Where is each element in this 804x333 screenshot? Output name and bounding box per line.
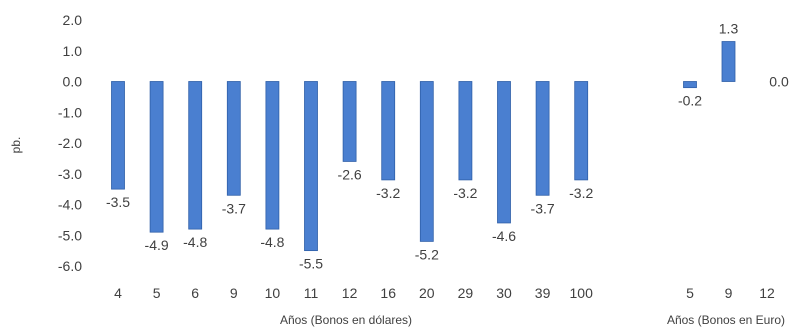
- bar: [342, 81, 357, 162]
- data-label: -3.2: [453, 185, 477, 201]
- y-tick-label: 0.0: [63, 74, 83, 90]
- bar: [149, 81, 164, 233]
- data-label: -4.6: [492, 228, 516, 244]
- bar: [304, 81, 318, 252]
- y-axis: 2.0 1.0 0.0 -1.0 -2.0 -3.0 -4.0 -5.0 -6.0: [58, 12, 82, 274]
- x-tick-label: 12: [342, 285, 358, 301]
- x-tick-label: 10: [265, 285, 281, 301]
- data-label: -5.2: [415, 246, 439, 262]
- x-tick-label: 11: [304, 285, 319, 301]
- x-axis-ticks: 4 5 6 9 10 11 12 16 20 29 30 39 100 5 9 12: [114, 285, 775, 301]
- y-tick-label: -4.0: [58, 197, 82, 213]
- bars: [111, 41, 736, 252]
- data-label: -3.2: [376, 185, 400, 201]
- data-label: -4.8: [260, 234, 284, 250]
- data-label: -3.5: [106, 194, 130, 210]
- data-label: -3.2: [569, 185, 593, 201]
- data-label: 0.0: [769, 74, 789, 90]
- y-tick-label: -3.0: [58, 166, 82, 182]
- data-label: -4.9: [145, 237, 169, 253]
- bar: [188, 81, 203, 230]
- x-tick-label: 6: [191, 285, 199, 301]
- x-tick-label: 9: [725, 285, 733, 301]
- data-label: -4.8: [183, 234, 207, 250]
- x-axis-title-euro-bonds: Años (Bonos en Euro): [667, 313, 785, 327]
- x-tick-label: 16: [380, 285, 396, 301]
- x-tick-label: 30: [496, 285, 512, 301]
- y-tick-label: 1.0: [63, 43, 83, 59]
- y-tick-label: -2.0: [58, 135, 82, 151]
- x-tick-label: 5: [153, 285, 161, 301]
- y-axis-title: pb.: [9, 137, 23, 154]
- x-tick-label: 5: [686, 285, 694, 301]
- x-tick-label: 39: [535, 285, 551, 301]
- bar: [458, 81, 473, 181]
- x-tick-label: 4: [114, 285, 122, 301]
- data-label: -5.5: [299, 256, 323, 272]
- bar: [111, 81, 125, 190]
- bar: [419, 81, 434, 242]
- x-tick-label: 12: [759, 285, 775, 301]
- bar: [226, 81, 241, 196]
- data-label: -3.7: [531, 200, 555, 216]
- data-label: -3.7: [222, 200, 246, 216]
- y-tick-label: 2.0: [63, 12, 83, 28]
- data-label: 1.3: [719, 21, 739, 37]
- data-labels: -3.5 -4.9 -4.8 -3.7 -4.8 -5.5 -2.6 -3.2 -5.2 -3.2…: [106, 21, 789, 272]
- data-label: -0.2: [678, 93, 702, 109]
- bar: [683, 81, 697, 89]
- x-tick-label: 9: [230, 285, 238, 301]
- bar: [721, 41, 736, 82]
- bar: [535, 81, 550, 196]
- bar: [497, 81, 511, 224]
- bar: [574, 81, 589, 181]
- bar: [381, 81, 396, 181]
- x-tick-label: 29: [458, 285, 474, 301]
- y-tick-label: -6.0: [58, 258, 82, 274]
- x-tick-label: 20: [419, 285, 435, 301]
- y-tick-label: -1.0: [58, 104, 82, 120]
- data-label: -2.6: [338, 166, 362, 182]
- x-axis-title-dollar-bonds: Años (Bonos en dólares): [280, 313, 412, 327]
- x-tick-label: 100: [570, 285, 594, 301]
- bar: [265, 81, 280, 230]
- y-tick-label: -5.0: [58, 227, 82, 243]
